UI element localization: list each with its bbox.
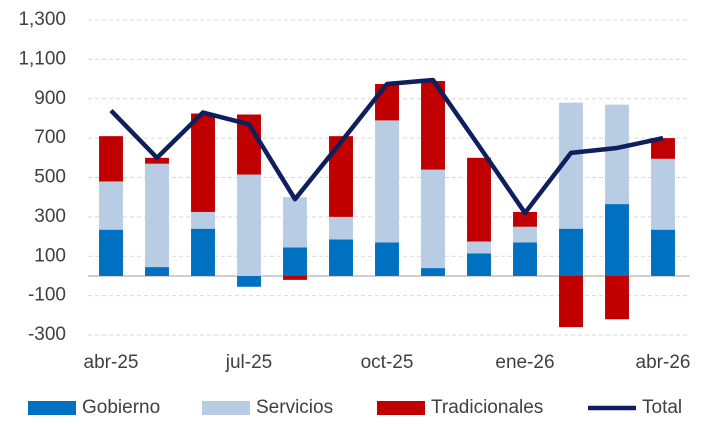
bar: [559, 102, 583, 229]
y-tick-label: 1,100: [18, 48, 66, 69]
bar: [605, 275, 629, 320]
bar: [467, 253, 491, 276]
x-tick-label: jul-25: [225, 352, 272, 373]
x-tick-label: oct-25: [361, 352, 414, 373]
bar: [651, 138, 675, 159]
bar: [191, 113, 215, 212]
bar: [375, 120, 399, 243]
bar: [605, 104, 629, 205]
bar: [99, 181, 123, 230]
legend-swatch: [202, 401, 250, 415]
bar: [329, 216, 353, 240]
bar: [375, 83, 399, 121]
bar: [513, 242, 537, 276]
bar: [237, 275, 261, 287]
bar: [651, 158, 675, 230]
bar: [237, 174, 261, 276]
y-tick-label: 500: [34, 167, 66, 188]
legend-label: Total: [642, 397, 682, 418]
bar: [513, 226, 537, 243]
legend-label: Servicios: [256, 397, 333, 418]
y-tick-label: 300: [34, 206, 66, 227]
bar: [421, 81, 445, 170]
legend-label: Gobierno: [82, 397, 160, 418]
x-tick-label: abr-26: [636, 352, 691, 373]
bar: [467, 157, 491, 242]
bar: [145, 157, 169, 164]
bar: [145, 267, 169, 276]
bar: [421, 169, 445, 269]
bar: [375, 242, 399, 276]
bar: [329, 136, 353, 217]
x-tick-label: abr-25: [84, 352, 139, 373]
bar: [651, 229, 675, 276]
bar: [99, 136, 123, 182]
bar: [145, 163, 169, 268]
bar: [283, 247, 307, 276]
x-tick-label: ene-26: [495, 352, 554, 373]
bar: [421, 268, 445, 276]
bar: [329, 239, 353, 276]
y-tick-label: -100: [28, 285, 66, 306]
bar: [237, 114, 261, 175]
line: [109, 77, 664, 216]
bar: [467, 241, 491, 254]
bar: [559, 275, 583, 328]
bar: [191, 228, 215, 276]
y-tick-label: 100: [34, 245, 66, 266]
bar: [513, 211, 537, 227]
y-tick-label: 900: [34, 88, 66, 109]
legend-label: Tradicionales: [431, 397, 543, 418]
bar: [191, 211, 215, 229]
y-tick-label: 700: [34, 127, 66, 148]
bar: [605, 204, 629, 276]
legend-swatch: [377, 401, 425, 415]
y-tick-label: 1,300: [18, 9, 66, 30]
legend-swatch: [28, 401, 76, 415]
y-tick-label: -300: [28, 324, 66, 345]
bar: [559, 228, 583, 276]
bar: [283, 197, 307, 248]
bar: [283, 275, 307, 280]
bar: [99, 229, 123, 276]
